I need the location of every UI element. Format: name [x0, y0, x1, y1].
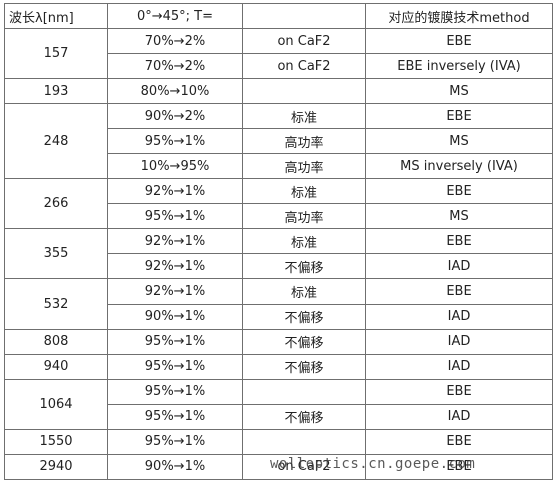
wavelength-cell: 2940	[4, 453, 108, 481]
transmission-cell: 70%→2%	[107, 53, 243, 80]
note-cell: 标准	[242, 278, 366, 305]
method-cell: IAD	[365, 353, 553, 380]
transmission-cell: 70%→2%	[107, 27, 243, 55]
wavelength-cell: 157	[4, 27, 108, 80]
transmission-cell: 92%→1%	[107, 178, 243, 205]
transmission-cell: 80%→10%	[107, 78, 243, 105]
method-cell: IAD	[365, 253, 553, 280]
transmission-cell: 95%→1%	[107, 353, 243, 380]
table-row: 92%→1% 不偏移 IAD	[5, 253, 553, 280]
method-cell: MS	[365, 78, 553, 105]
method-cell: EBE	[365, 378, 553, 405]
note-cell: on CaF2	[242, 53, 366, 80]
table-row: 157 70%→2% on CaF2 EBE	[4, 27, 553, 80]
table-row: 1064 95%→1% EBE	[4, 378, 553, 430]
note-cell: 不偏移	[242, 403, 366, 430]
transmission-cell: 92%→1%	[107, 278, 243, 305]
note-cell: 不偏移	[242, 303, 366, 330]
wavelength-cell: 266	[4, 178, 108, 230]
table-row: 1550 95%→1% EBE	[4, 428, 553, 455]
table-row: 70%→2% on CaF2 EBE inversely (IVA)	[5, 53, 553, 80]
transmission-cell: 92%→1%	[107, 228, 243, 255]
transmission-cell: 92%→1%	[107, 253, 243, 280]
method-cell: IAD	[365, 303, 553, 330]
table-row: 2940 90%→1% on CaF2 EBE	[4, 453, 553, 481]
note-cell	[242, 378, 366, 405]
note-cell: 不偏移	[242, 253, 366, 280]
method-cell: EBE	[365, 178, 553, 205]
note-cell	[242, 78, 366, 105]
method-cell: EBE	[365, 453, 553, 481]
table-row: 90%→1% 不偏移 IAD	[5, 303, 553, 330]
note-cell: 标准	[242, 178, 366, 205]
table-row: 95%→1% 高功率 MS	[5, 128, 553, 155]
header-note	[242, 3, 366, 29]
header-transmission: 0°→45°; T=	[107, 3, 243, 29]
method-cell: MS inversely (IVA)	[365, 153, 553, 180]
note-cell: 高功率	[242, 153, 366, 180]
wavelength-cell: 1550	[4, 428, 108, 455]
note-cell: 高功率	[242, 203, 366, 230]
coating-spec-table: 波长λ[nm] 0°→45°; T= 对应的镀膜技术method 157 70%→…	[4, 3, 553, 481]
transmission-cell: 95%→1%	[107, 328, 243, 355]
table-row: 248 90%→2% 标准 EBE	[4, 103, 553, 180]
header-wavelength: 波长λ[nm]	[4, 3, 108, 29]
method-cell: EBE	[365, 278, 553, 305]
transmission-cell: 90%→1%	[107, 303, 243, 330]
table-row: 532 92%→1% 标准 EBE	[4, 278, 553, 330]
note-cell: 不偏移	[242, 353, 366, 380]
transmission-cell: 95%→1%	[107, 403, 243, 430]
transmission-cell: 95%→1%	[107, 428, 243, 455]
note-cell: 标准	[242, 228, 366, 255]
wavelength-cell: 193	[4, 78, 108, 105]
method-cell: EBE inversely (IVA)	[365, 53, 553, 80]
transmission-cell: 95%→1%	[107, 378, 243, 405]
note-cell: 不偏移	[242, 328, 366, 355]
wavelength-cell: 1064	[4, 378, 108, 430]
transmission-cell: 95%→1%	[107, 128, 243, 155]
header-row: 波长λ[nm] 0°→45°; T= 对应的镀膜技术method	[4, 3, 553, 29]
table-body: 157 70%→2% on CaF2 EBE 70%→2% on CaF2 EBE inve…	[4, 27, 553, 481]
table-row: 266 92%→1% 标准 EBE	[4, 178, 553, 230]
note-cell: on CaF2	[242, 453, 366, 481]
method-cell: EBE	[365, 27, 553, 55]
note-cell: on CaF2	[242, 27, 366, 55]
method-cell: IAD	[365, 328, 553, 355]
transmission-cell: 90%→2%	[107, 103, 243, 130]
transmission-cell: 10%→95%	[107, 153, 243, 180]
table-row: 95%→1% 高功率 MS	[5, 203, 553, 230]
wavelength-cell: 248	[4, 103, 108, 180]
table-row: 808 95%→1% 不偏移 IAD	[4, 328, 553, 355]
transmission-cell: 95%→1%	[107, 203, 243, 230]
note-cell: 高功率	[242, 128, 366, 155]
transmission-cell: 90%→1%	[107, 453, 243, 481]
table-row: 355 92%→1% 标准 EBE	[4, 228, 553, 280]
method-cell: IAD	[365, 403, 553, 430]
wavelength-cell: 808	[4, 328, 108, 355]
note-cell: 标准	[242, 103, 366, 130]
method-cell: MS	[365, 128, 553, 155]
wavelength-cell: 355	[4, 228, 108, 280]
method-cell: EBE	[365, 428, 553, 455]
table-row: 940 95%→1% 不偏移 IAD	[4, 353, 553, 380]
table-row: 95%→1% 不偏移 IAD	[5, 403, 553, 430]
note-cell	[242, 428, 366, 455]
table-row: 10%→95% 高功率 MS inversely (IVA)	[5, 153, 553, 180]
wavelength-cell: 940	[4, 353, 108, 380]
header-method: 对应的镀膜技术method	[365, 3, 553, 29]
method-cell: EBE	[365, 103, 553, 130]
method-cell: EBE	[365, 228, 553, 255]
method-cell: MS	[365, 203, 553, 230]
table-row: 193 80%→10% MS	[4, 78, 553, 105]
wavelength-cell: 532	[4, 278, 108, 330]
